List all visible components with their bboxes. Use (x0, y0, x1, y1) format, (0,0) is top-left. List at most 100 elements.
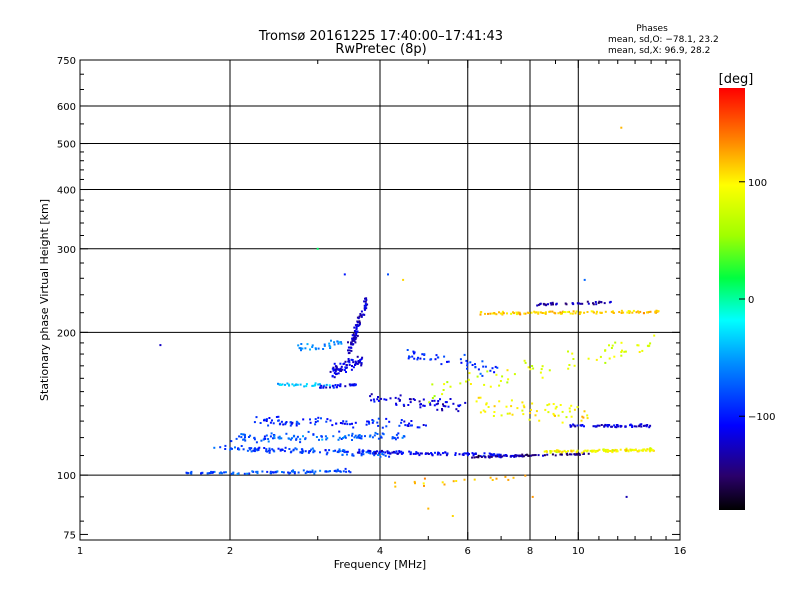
echo-point (496, 366, 499, 369)
echo-point (311, 346, 314, 348)
echo-point (303, 385, 306, 388)
echo-point (366, 303, 369, 306)
echo-point (385, 425, 388, 428)
echo-point (479, 372, 482, 375)
echo-point (383, 398, 386, 401)
echo-point (356, 451, 359, 454)
echo-point (357, 317, 360, 320)
echo-point (501, 375, 504, 378)
echo-point (572, 358, 575, 360)
echo-point (295, 383, 298, 386)
echo-point (615, 449, 618, 452)
echo-point (418, 454, 421, 457)
echo-point (413, 357, 416, 360)
echo-point (355, 336, 358, 339)
echo-point (357, 360, 360, 362)
echo-point (536, 304, 539, 307)
echo-point (272, 449, 275, 452)
echo-point (629, 423, 632, 426)
echo-point (372, 420, 375, 422)
echo-point (387, 273, 389, 276)
echo-point (332, 385, 335, 388)
echo-point (314, 421, 317, 423)
echo-point (558, 450, 561, 453)
echo-point (377, 399, 380, 402)
x-axis-label: Frequency [MHz] (334, 558, 426, 571)
echo-point (250, 447, 253, 450)
echo-point (563, 449, 566, 452)
echo-point (334, 370, 337, 373)
echo-point (333, 372, 336, 374)
echo-point (272, 437, 274, 440)
echo-point (419, 452, 422, 455)
echo-point (347, 341, 349, 344)
echo-point (402, 451, 404, 454)
echo-point (345, 420, 348, 423)
echo-point (618, 311, 621, 313)
echo-point (350, 368, 353, 371)
echo-point (412, 350, 415, 353)
echo-point (437, 402, 439, 405)
echo-point (360, 314, 363, 317)
echo-point (629, 310, 631, 313)
echo-point (500, 414, 503, 417)
echo-point (299, 451, 302, 454)
echo-point (501, 312, 504, 315)
echo-point (506, 412, 509, 415)
echo-point (501, 455, 504, 458)
echo-point (355, 328, 358, 331)
echo-point (570, 450, 573, 453)
echo-point (210, 470, 213, 473)
echo-point (408, 355, 410, 358)
echo-point (407, 404, 410, 406)
echo-point (409, 401, 412, 404)
echo-point (520, 455, 523, 457)
echo-point (341, 368, 344, 371)
echo-point (591, 310, 594, 313)
echo-point (562, 311, 565, 313)
echo-point (465, 380, 467, 383)
echo-point (300, 343, 303, 345)
echo-point (471, 456, 474, 459)
echo-point (352, 336, 355, 339)
echo-point (299, 383, 302, 386)
echo-point (407, 357, 410, 360)
echo-point (489, 476, 492, 479)
echo-point (612, 449, 614, 452)
echo-point (451, 515, 454, 517)
echo-point (449, 398, 452, 400)
echo-point (460, 361, 463, 364)
echo-point (341, 422, 344, 425)
echo-point (641, 349, 644, 352)
echo-point (447, 405, 450, 408)
colorbar-ticks: 100 0 −100 (739, 178, 775, 423)
x-tick-label: 10 (572, 546, 585, 557)
echo-point (364, 305, 367, 308)
echo-point (396, 452, 399, 455)
echo-point (360, 310, 363, 313)
echo-point (621, 349, 623, 352)
echo-point (424, 453, 427, 455)
echo-point (579, 302, 582, 305)
echo-point (480, 456, 483, 458)
echo-point (298, 347, 301, 350)
echo-point (413, 399, 416, 401)
echo-point (498, 384, 501, 387)
echo-point (262, 438, 265, 441)
echo-point (388, 455, 391, 458)
echo-point (413, 351, 416, 354)
echo-point (388, 420, 391, 423)
echo-point (305, 383, 308, 386)
y-tick-label: 600 (57, 102, 76, 113)
echo-point (335, 366, 338, 369)
echo-point (499, 454, 502, 457)
echo-point (394, 451, 397, 454)
echo-point (602, 448, 605, 451)
echo-point (506, 381, 509, 384)
echo-point (612, 310, 614, 313)
echo-point (509, 455, 512, 458)
echo-point (604, 310, 607, 313)
echo-point (333, 362, 336, 365)
echo-point (515, 313, 518, 316)
echo-point (610, 310, 613, 313)
